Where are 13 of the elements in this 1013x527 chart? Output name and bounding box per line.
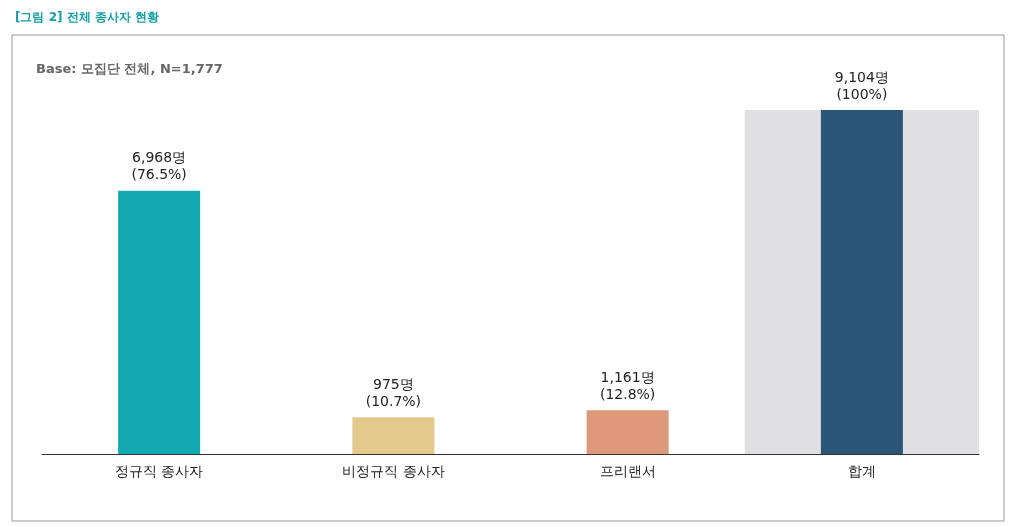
x-tick-label: 비정규직 종사자 bbox=[342, 463, 445, 479]
data-label: 1,161명 (12.8%) bbox=[599, 368, 656, 402]
chart-title: [그림 2] 전체 종사자 현황 bbox=[15, 10, 160, 24]
data-label: 975명 (10.7%) bbox=[365, 375, 422, 409]
bar bbox=[352, 417, 435, 454]
data-label: 9,104명 (100%) bbox=[834, 68, 889, 102]
x-tick-label: 합계 bbox=[847, 463, 876, 479]
text: Base: 모집단 전체, N=1,777 bbox=[36, 61, 223, 76]
bar bbox=[118, 190, 201, 454]
x-tick-label: 프리랜서 bbox=[599, 463, 656, 479]
bar bbox=[586, 410, 669, 454]
x-tick-label: 정규직 종사자 bbox=[114, 463, 204, 479]
data-label: 6,968명 (76.5%) bbox=[131, 149, 187, 183]
